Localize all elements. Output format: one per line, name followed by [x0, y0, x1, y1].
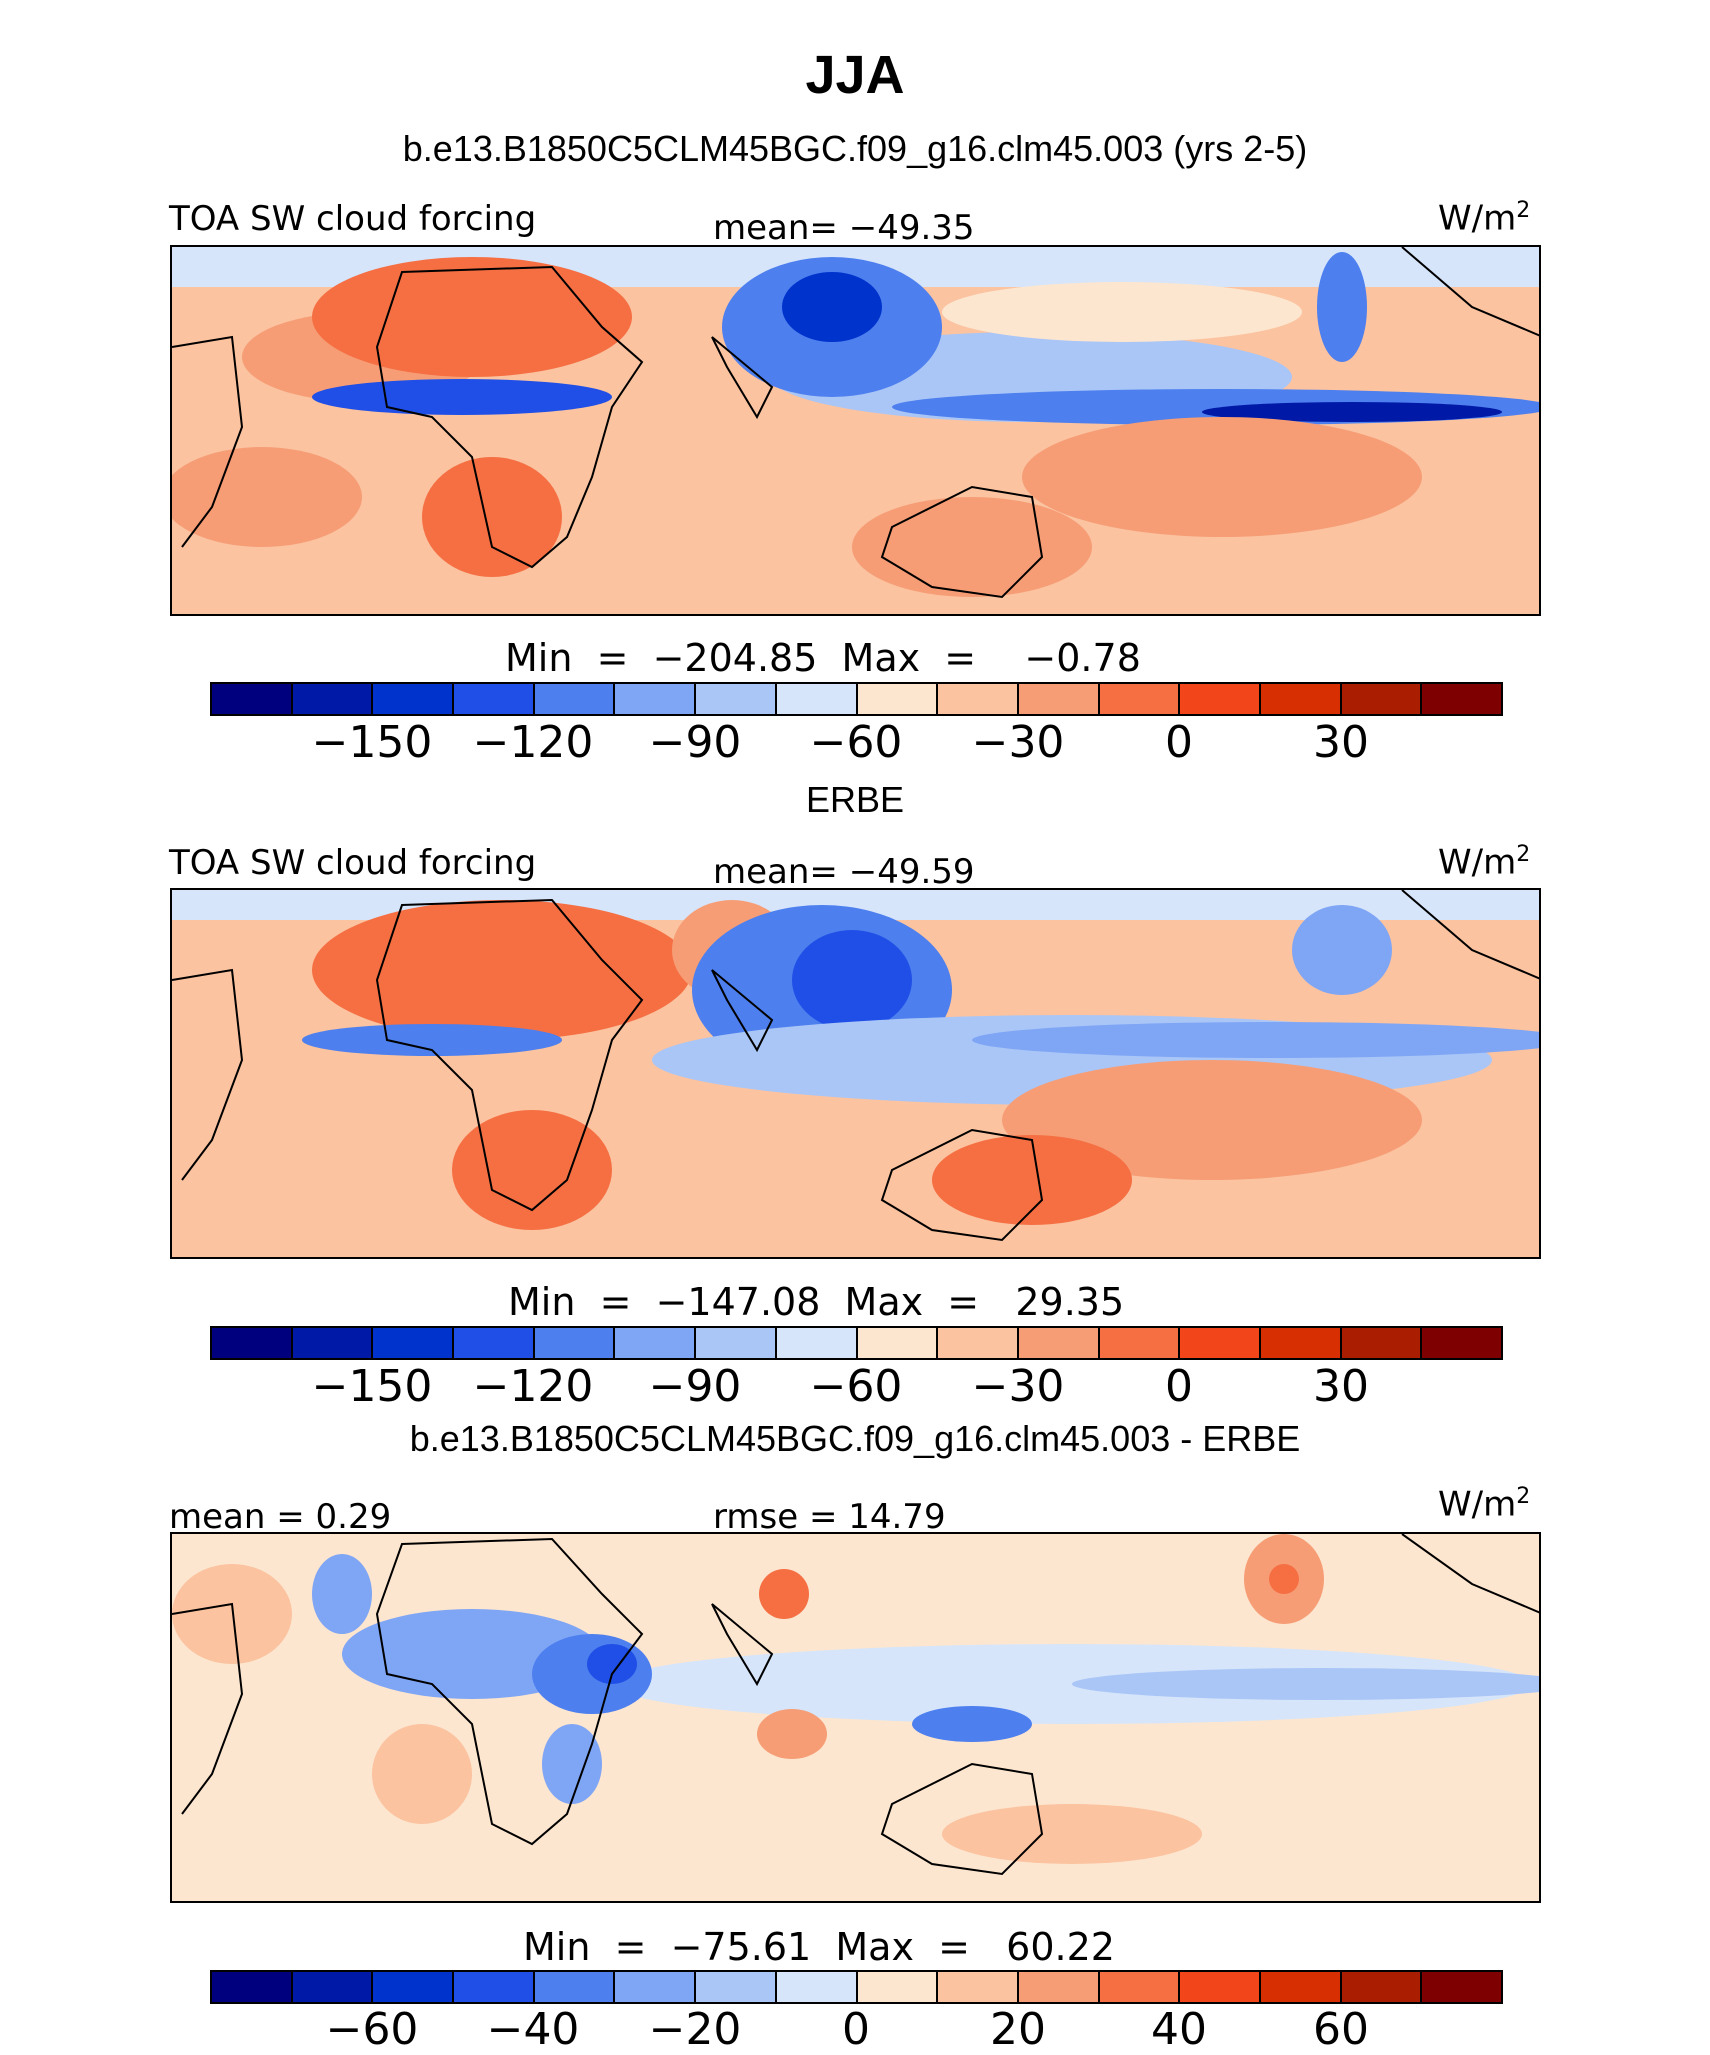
panel2-cbar-tick: −150: [311, 1361, 433, 1412]
cbar-swatch: [696, 684, 777, 714]
cbar-swatch: [1018, 1328, 1100, 1358]
cbar-swatch: [615, 1328, 697, 1358]
panel2-minmax: Min = −147.08 Max = 29.35: [508, 1280, 1125, 1324]
cbar-swatch: [615, 1972, 697, 2002]
cbar-swatch: [1180, 1328, 1261, 1358]
cbar-swatch: [373, 1972, 455, 2002]
panel3-colorbar: [210, 1970, 1503, 2004]
cbar-swatch: [1099, 1328, 1181, 1358]
panel1-left-label: TOA SW cloud forcing: [169, 199, 537, 239]
cbar-swatch: [857, 684, 939, 714]
cbar-swatch: [1422, 1328, 1501, 1358]
cbar-swatch: [938, 1328, 1019, 1358]
cbar-swatch: [534, 684, 616, 714]
panel2-cbar-tick: −30: [971, 1361, 1065, 1412]
cbar-swatch: [1099, 1972, 1181, 2002]
cbar-swatch: [776, 1972, 858, 2002]
cbar-swatch: [1422, 1972, 1501, 2002]
cbar-swatch: [212, 684, 293, 714]
cbar-swatch: [857, 1328, 939, 1358]
cbar-swatch: [776, 1328, 858, 1358]
panel3-mean-label: mean = 0.29: [169, 1497, 392, 1537]
panel2-cbar-tick: 0: [1165, 1361, 1193, 1412]
cbar-swatch: [454, 1328, 535, 1358]
panel3-units: W/m2: [1438, 1484, 1531, 1525]
panel1-cbar-tick: −30: [971, 717, 1065, 768]
cbar-swatch: [1260, 1972, 1342, 2002]
panel3-map: [170, 1532, 1541, 1903]
panel2-map: [170, 888, 1541, 1259]
panel3-cbar-tick: 40: [1151, 2004, 1207, 2055]
panel3-rmse-label: rmse = 14.79: [713, 1497, 946, 1537]
panel2-cbar-tick: −90: [648, 1361, 742, 1412]
panel2-cbar-tick: 30: [1313, 1361, 1369, 1412]
cbar-swatch: [292, 684, 374, 714]
panel2-mean-label: mean= −49.59: [713, 852, 975, 892]
panel2-left-label: TOA SW cloud forcing: [169, 843, 537, 883]
cbar-swatch: [373, 684, 455, 714]
cbar-swatch: [292, 1972, 374, 2002]
panel2-units: W/m2: [1438, 842, 1531, 883]
cbar-swatch: [292, 1328, 374, 1358]
panel1-colorbar: [210, 682, 1503, 716]
panel1-map: [170, 245, 1541, 616]
cbar-swatch: [696, 1328, 777, 1358]
panel2-colorbar: [210, 1326, 1503, 1360]
cbar-swatch: [1018, 1972, 1100, 2002]
cbar-swatch: [776, 684, 858, 714]
cbar-swatch: [534, 1328, 616, 1358]
panel2-subtitle: ERBE: [805, 779, 905, 820]
cbar-swatch: [857, 1972, 939, 2002]
cbar-swatch: [615, 684, 697, 714]
panel3-cbar-tick: −20: [648, 2004, 742, 2055]
panel3-cbar-tick: 0: [842, 2004, 870, 2055]
panel1-cbar-tick: −150: [311, 717, 433, 768]
panel1-contour-field: [172, 247, 1539, 614]
panel1-minmax: Min = −204.85 Max = −0.78: [505, 636, 1141, 680]
panel2-cbar-tick: −120: [472, 1361, 594, 1412]
panel3-cbar-tick: −60: [325, 2004, 419, 2055]
panel3-minmax: Min = −75.61 Max = 60.22: [523, 1925, 1115, 1969]
panel1-subtitle: b.e13.B1850C5CLM45BGC.f09_g16.clm45.003 …: [402, 128, 1308, 169]
cbar-swatch: [1260, 1328, 1342, 1358]
panel2-contour-field: [172, 890, 1539, 1257]
cbar-swatch: [1422, 684, 1501, 714]
panel3-contour-field: [172, 1534, 1539, 1901]
cbar-swatch: [454, 1972, 535, 2002]
cbar-swatch: [1260, 684, 1342, 714]
panel1-cbar-tick: −90: [648, 717, 742, 768]
panel1-mean-label: mean= −49.35: [713, 208, 975, 248]
panel3-cbar-tick: −40: [486, 2004, 580, 2055]
panel1-units: W/m2: [1438, 198, 1531, 239]
cbar-swatch: [1341, 1328, 1423, 1358]
panel3-cbar-tick: 60: [1313, 2004, 1369, 2055]
cbar-swatch: [938, 684, 1019, 714]
cbar-swatch: [212, 1972, 293, 2002]
cbar-swatch: [373, 1328, 455, 1358]
cbar-swatch: [696, 1972, 777, 2002]
panel1-cbar-tick: 0: [1165, 717, 1193, 768]
cbar-swatch: [212, 1328, 293, 1358]
panel1-cbar-tick: −120: [472, 717, 594, 768]
panel1-cbar-tick: 30: [1313, 717, 1369, 768]
cbar-swatch: [1099, 684, 1181, 714]
cbar-swatch: [1180, 1972, 1261, 2002]
cbar-swatch: [1180, 684, 1261, 714]
panel2-cbar-tick: −60: [809, 1361, 903, 1412]
cbar-swatch: [534, 1972, 616, 2002]
cbar-swatch: [1018, 684, 1100, 714]
main-title: JJA: [805, 45, 905, 105]
panel3-cbar-tick: 20: [990, 2004, 1046, 2055]
cbar-swatch: [938, 1972, 1019, 2002]
cbar-swatch: [454, 684, 535, 714]
panel1-cbar-tick: −60: [809, 717, 903, 768]
cbar-swatch: [1341, 684, 1423, 714]
panel3-subtitle: b.e13.B1850C5CLM45BGC.f09_g16.clm45.003 …: [409, 1418, 1301, 1459]
cbar-swatch: [1341, 1972, 1423, 2002]
